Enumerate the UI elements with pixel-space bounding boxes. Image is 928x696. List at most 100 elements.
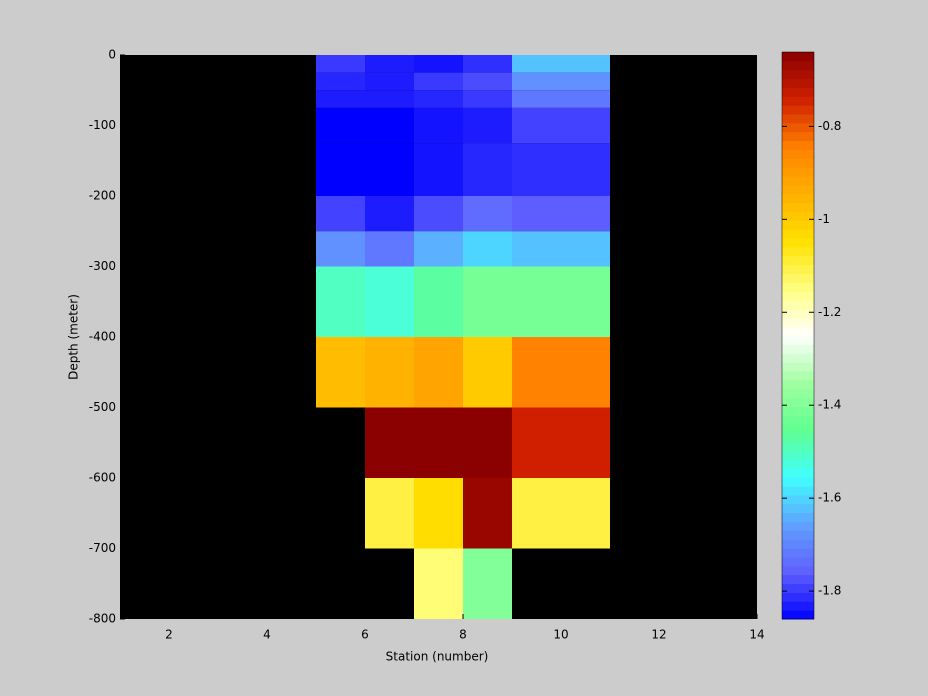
colorbar-swatch [782, 149, 814, 159]
colorbar-swatch [782, 167, 814, 177]
heat-cell [463, 196, 512, 232]
colorbar-swatch [782, 140, 814, 150]
colorbar-swatch [782, 78, 814, 88]
colorbar-swatch [782, 105, 814, 115]
colorbar-swatch [782, 556, 814, 567]
colorbar-swatch [782, 52, 814, 62]
colorbar-swatch [782, 494, 814, 505]
colorbar-swatch [782, 255, 814, 266]
colorbar-tick-label: -1.6 [818, 491, 841, 505]
colorbar-swatch [782, 229, 814, 239]
heat-cell [512, 407, 610, 478]
x-tick-label: 14 [749, 628, 764, 642]
colorbar-swatch [782, 592, 814, 602]
colorbar-swatch [782, 122, 814, 133]
colorbar-swatch [782, 238, 814, 248]
heat-cell [512, 337, 610, 408]
x-tick-label: 2 [165, 628, 173, 642]
colorbar-swatch [782, 246, 814, 257]
colorbar-swatch [782, 211, 814, 221]
colorbar-swatch [782, 486, 814, 496]
heat-cell [316, 196, 365, 232]
y-tick-label: -700 [89, 541, 116, 555]
heat-cell [463, 337, 512, 408]
colorbar-swatch [782, 521, 814, 531]
colorbar-swatch [782, 362, 814, 372]
colorbar-swatch [782, 565, 814, 576]
heat-cell [463, 90, 512, 108]
colorbar-swatch [782, 193, 814, 204]
colorbar-swatch [782, 530, 814, 540]
heat-cell [316, 231, 365, 267]
colorbar-swatch [782, 379, 814, 390]
heat-cell [414, 55, 463, 73]
heat-cell [463, 266, 512, 337]
y-tick-label: -500 [89, 400, 116, 414]
heat-cell [414, 72, 463, 91]
colorbar-swatch [782, 370, 814, 381]
colorbar-swatch [782, 220, 814, 230]
colorbar-swatch [782, 583, 814, 593]
colorbar-swatch [782, 432, 814, 443]
colorbar-swatch [782, 574, 814, 585]
heat-cell [512, 55, 610, 73]
heat-cell [463, 407, 512, 478]
colorbar-swatch [782, 397, 814, 407]
heat-cell [365, 107, 414, 144]
x-tick-label: 12 [651, 628, 666, 642]
colorbar-swatch [782, 503, 814, 514]
heat-cell [414, 407, 463, 478]
heat-cell [512, 231, 610, 267]
heat-cell [316, 90, 365, 108]
heat-cell [463, 107, 512, 144]
colorbar-swatch [782, 424, 814, 434]
colorbar-swatch [782, 300, 814, 310]
y-tick-label: -300 [89, 259, 116, 273]
colorbar-swatch [782, 176, 814, 186]
y-axis-label: Depth (meter) [67, 294, 81, 380]
colorbar-tick-label: -1.8 [818, 584, 841, 598]
heat-cell [463, 548, 512, 619]
colorbar-tick-label: -0.8 [818, 119, 841, 133]
y-tick-label: -200 [89, 189, 116, 203]
heat-cell [463, 55, 512, 73]
colorbar-swatch [782, 291, 814, 301]
colorbar-swatch [782, 610, 814, 620]
heat-cell [414, 231, 463, 267]
heat-cell [316, 55, 365, 73]
heat-cell [365, 72, 414, 91]
heat-cell [414, 196, 463, 232]
heat-cell [316, 107, 365, 144]
heat-cell [365, 143, 414, 196]
heat-cell [414, 266, 463, 337]
heat-cell [365, 196, 414, 232]
colorbar-swatch [782, 477, 814, 487]
heat-cell [316, 143, 365, 196]
x-tick-label: 4 [263, 628, 271, 642]
colorbar-swatch [782, 158, 814, 168]
colorbar-swatch [782, 388, 814, 399]
y-tick-label: -600 [89, 471, 116, 485]
colorbar-frame [781, 51, 815, 620]
heat-cell [414, 337, 463, 408]
heat-cell [512, 478, 610, 549]
colorbar-swatch [782, 441, 814, 452]
colorbar-swatch [782, 131, 814, 142]
colorbar-swatch [782, 459, 814, 469]
colorbar-swatch [782, 539, 814, 549]
x-tick-label: 8 [459, 628, 467, 642]
colorbar-swatch [782, 548, 814, 558]
heat-cell [316, 337, 365, 408]
colorbar-swatch [782, 326, 814, 336]
colorbar-swatch [782, 601, 814, 611]
colorbar-swatch [782, 335, 814, 345]
heat-cell [512, 72, 610, 91]
heat-cell [365, 55, 414, 73]
heat-cell [512, 107, 610, 144]
colorbar-swatch [782, 468, 814, 478]
y-tick-label: -400 [89, 330, 116, 344]
heat-cell [365, 478, 414, 549]
heat-cell [512, 266, 610, 337]
heat-cell [463, 143, 512, 196]
